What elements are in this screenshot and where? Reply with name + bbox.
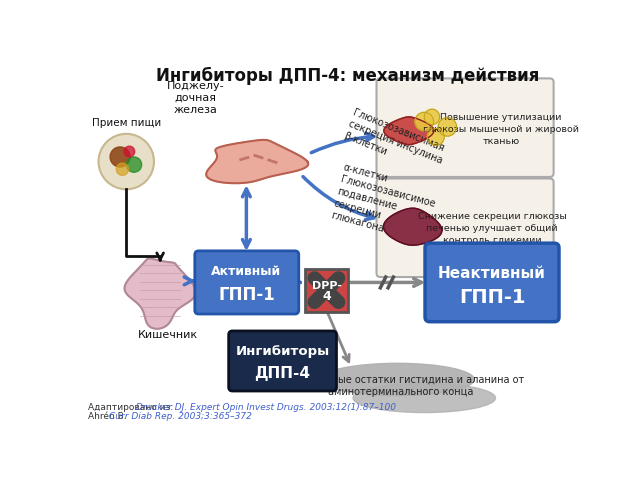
FancyBboxPatch shape: [195, 251, 299, 314]
Text: Адаптировано из:: Адаптировано из:: [88, 403, 176, 412]
FancyBboxPatch shape: [376, 179, 554, 277]
Ellipse shape: [320, 363, 474, 396]
Polygon shape: [384, 117, 434, 144]
Polygon shape: [206, 140, 308, 183]
Circle shape: [126, 157, 141, 172]
Text: Прием пищи: Прием пищи: [92, 118, 161, 128]
Text: Снижение секреции глюкозы
печенью улучшает общий
контроль гликемии: Снижение секреции глюкозы печенью улучша…: [417, 212, 566, 245]
Circle shape: [438, 118, 456, 136]
FancyBboxPatch shape: [425, 243, 559, 322]
Text: Отщепленные остатки гистидина и аланина от
аминотерминального конца: Отщепленные остатки гистидина и аланина …: [278, 374, 524, 397]
FancyBboxPatch shape: [376, 78, 554, 177]
Circle shape: [99, 134, 154, 189]
Text: ДПП-4: ДПП-4: [255, 366, 310, 381]
Text: Поджелу-
дочная
железа: Поджелу- дочная железа: [167, 81, 225, 115]
Text: Ингибиторы: Ингибиторы: [236, 345, 330, 358]
FancyBboxPatch shape: [228, 331, 337, 391]
Text: Повышение утилизации
глюкозы мышечной и жировой
тканью: Повышение утилизации глюкозы мышечной и …: [423, 113, 579, 145]
Circle shape: [428, 129, 444, 145]
Circle shape: [116, 163, 129, 175]
Text: 4: 4: [322, 290, 331, 303]
Text: 4: механизм действия: 4: механизм действия: [328, 67, 540, 85]
Circle shape: [124, 146, 135, 157]
Text: Кишечник: Кишечник: [138, 330, 198, 340]
Polygon shape: [383, 208, 442, 245]
Text: Curr Diab Rep. 2003;3:365–372: Curr Diab Rep. 2003;3:365–372: [109, 412, 252, 421]
Text: α-клетки
Глюкозозависимое
подавление
секреции
глюкагона: α-клетки Глюкозозависимое подавление сек…: [330, 163, 439, 245]
Text: Активный: Активный: [211, 265, 282, 278]
Circle shape: [424, 109, 440, 125]
Circle shape: [415, 112, 433, 131]
Text: Ингибиторы ДПП-: Ингибиторы ДПП-: [156, 67, 328, 85]
Text: Неактивный: Неактивный: [438, 266, 546, 281]
Text: DPP-: DPP-: [312, 280, 341, 290]
Text: ГПП-1: ГПП-1: [459, 288, 525, 307]
Circle shape: [110, 147, 130, 167]
Text: ГПП-1: ГПП-1: [218, 286, 275, 304]
Text: Ahrén B.: Ahrén B.: [88, 412, 129, 421]
Polygon shape: [125, 258, 196, 329]
FancyBboxPatch shape: [305, 269, 348, 312]
Ellipse shape: [353, 384, 495, 413]
Text: Глюкозозависимая
секреция инсулина
β-клетки: Глюкозозависимая секреция инсулина β-кле…: [342, 108, 448, 177]
Text: Drucker DJ. Expert Opin Invest Drugs. 2003;12(1):87–100: Drucker DJ. Expert Opin Invest Drugs. 20…: [136, 403, 396, 412]
